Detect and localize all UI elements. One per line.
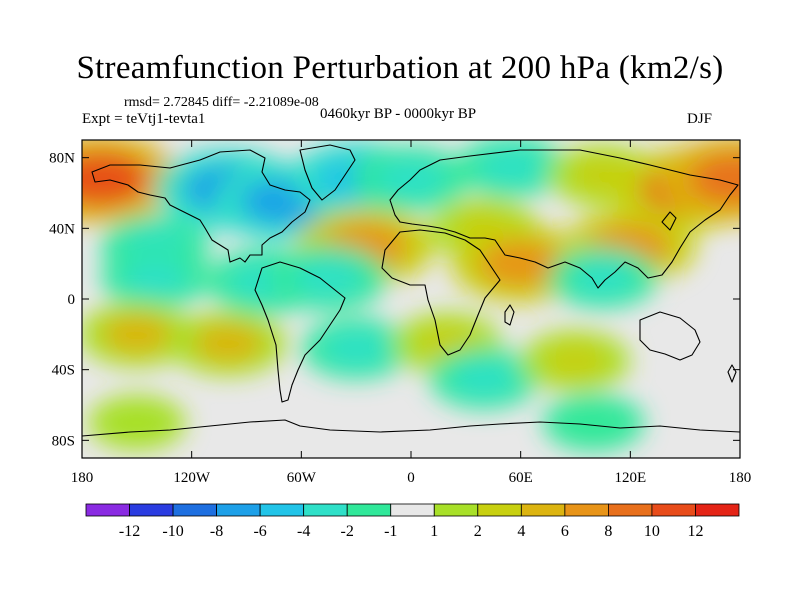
colorbar-label: 6 xyxy=(561,523,569,540)
coast-new-zealand xyxy=(727,364,737,383)
field-anomaly xyxy=(121,259,189,297)
y-tick-label: 80N xyxy=(49,151,75,167)
x-tick-label: 0 xyxy=(407,470,415,486)
x-tick-label: 60W xyxy=(287,470,317,486)
stats-label: rmsd= 2.72845 diff= -2.21089e-08 xyxy=(124,95,319,110)
y-tick-label: 80S xyxy=(52,433,75,449)
y-axis: 80N 40N 0 40S 80S xyxy=(49,151,740,449)
y-tick-label: 40S xyxy=(52,363,75,379)
x-axis: 180 120W 60W 0 60E 120E 180 xyxy=(71,140,752,486)
colorbar-label: -2 xyxy=(341,523,354,540)
colorbar-label: 12 xyxy=(687,523,703,540)
contour-field xyxy=(82,140,740,458)
x-tick-label: 120W xyxy=(173,470,211,486)
colorbar-swatch xyxy=(129,503,174,517)
colorbar-label: 4 xyxy=(517,523,525,540)
period-label: 0460kyr BP - 0000kyr BP xyxy=(320,106,477,122)
colorbar-label: -12 xyxy=(119,523,140,540)
y-tick-label: 0 xyxy=(68,292,76,308)
x-tick-label: 180 xyxy=(729,470,752,486)
field-anomaly xyxy=(478,240,563,288)
colorbar-swatch xyxy=(651,503,696,517)
coastlines xyxy=(82,144,740,437)
colorbar-label: -8 xyxy=(210,523,223,540)
coast-japan xyxy=(661,211,677,231)
coast-north-america xyxy=(91,149,311,263)
field-anomaly xyxy=(562,405,625,441)
colorbar-swatch xyxy=(303,503,348,517)
field-anomaly xyxy=(689,153,740,205)
experiment-label: Expt = teVtj1-tevta1 xyxy=(82,111,206,127)
coast-south-america xyxy=(254,261,346,403)
colorbar-label: 2 xyxy=(474,523,482,540)
colorbar-label: -1 xyxy=(384,523,397,540)
colorbar-label: -10 xyxy=(162,523,183,540)
field-anomaly xyxy=(569,259,637,297)
field-anomaly xyxy=(293,258,365,298)
coast-eurasia xyxy=(389,149,739,289)
colorbar-label: 1 xyxy=(430,523,438,540)
colorbar-swatch xyxy=(433,503,479,517)
colorbar-swatch xyxy=(564,503,609,517)
field-anomaly xyxy=(450,359,518,398)
colorbar-swatch xyxy=(346,503,392,517)
coast-australia xyxy=(639,311,701,361)
season-label: DJF xyxy=(686,111,712,127)
coast-madagascar xyxy=(504,304,515,326)
y-tick-label: 40N xyxy=(49,221,75,237)
colorbar-swatch xyxy=(390,503,435,517)
colorbar: -12 -10 -8 -6 -4 -2 -1 1 2 4 6 8 10 12 xyxy=(85,503,740,540)
coast-greenland xyxy=(299,144,356,201)
coast-antarctica xyxy=(82,419,740,437)
colorbar-label: -4 xyxy=(297,523,310,540)
colorbar-label: 10 xyxy=(644,523,660,540)
colorbar-swatch xyxy=(695,503,740,517)
field-anomaly xyxy=(101,314,173,355)
field-anomaly xyxy=(478,147,545,186)
colorbar-swatch xyxy=(608,503,653,517)
chart-title: Streamfunction Perturbation at 200 hPa (… xyxy=(76,50,724,86)
x-tick-label: 60E xyxy=(509,470,533,486)
colorbar-swatch xyxy=(172,503,217,517)
field-anomaly xyxy=(106,405,167,440)
colorbar-label: 8 xyxy=(604,523,612,540)
colorbar-swatch xyxy=(85,503,130,517)
x-tick-label: 180 xyxy=(71,470,94,486)
x-tick-label: 120E xyxy=(614,470,646,486)
field-anomaly xyxy=(322,329,390,368)
colorbar-label: -6 xyxy=(253,523,266,540)
colorbar-swatch xyxy=(520,503,566,517)
colorbar-swatch xyxy=(259,503,305,517)
field-anomaly xyxy=(542,342,609,380)
colorbar-swatch xyxy=(216,503,261,517)
field-anomaly xyxy=(192,323,264,363)
colorbar-swatch xyxy=(477,503,522,517)
coast-africa xyxy=(381,229,501,356)
